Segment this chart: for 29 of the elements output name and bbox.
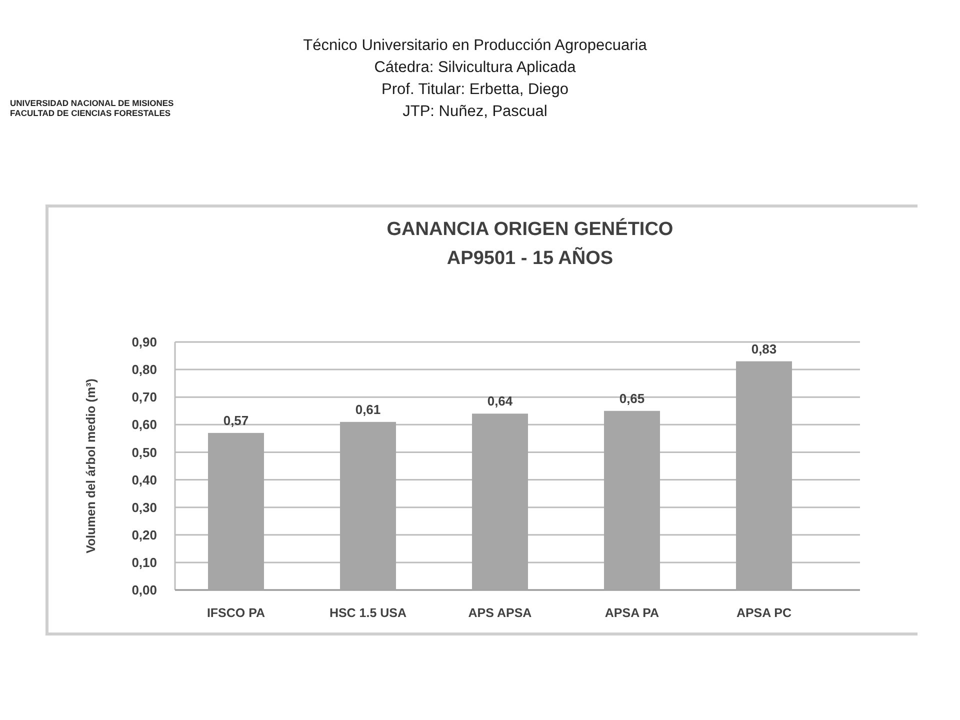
data-label: 0,64 <box>487 394 514 409</box>
text: Técnico Universitario en Producción Agropecuaria <box>303 37 648 54</box>
x-tick-label: HSC 1.5 USA <box>329 606 407 620</box>
text: FACULTAD DE CIENCIAS FORESTALES <box>10 108 171 118</box>
x-tick-label: APSA PC <box>736 606 792 620</box>
y-tick-label: 0,20 <box>132 527 157 542</box>
data-label: 0,83 <box>751 341 777 356</box>
y-tick-label: 0,40 <box>132 472 157 488</box>
y-tick-label: 0,10 <box>132 554 157 570</box>
y-tick-label: 0,70 <box>132 390 157 405</box>
x-tick-label: IFSCO PA <box>206 606 266 620</box>
y-tick-label: 0,50 <box>132 444 157 460</box>
y-tick-label: 0,30 <box>132 500 157 515</box>
data-label: 0,65 <box>619 390 645 406</box>
chart-title: GANANCIA ORIGEN GENÉTICO <box>386 218 674 240</box>
text: Cátedra: Silvicultura Aplicada <box>374 59 576 76</box>
chart-subtitle: AP9501 - 15 AÑOS <box>446 247 614 269</box>
data-label: 0,57 <box>223 412 249 428</box>
x-tick-label: APSA PA <box>604 606 660 620</box>
text: Prof. Titular: Erbetta, Diego <box>382 81 568 98</box>
y-tick-label: 0,60 <box>132 417 157 432</box>
text: UNIVERSIDAD NACIONAL DE MISIONES <box>10 98 174 108</box>
x-tick-label: APS APSA <box>468 606 532 620</box>
y-axis-title: Volumen del árbol medio (m³) <box>84 378 98 554</box>
data-label: 0,61 <box>355 402 381 417</box>
y-tick-label: 0,00 <box>132 582 157 598</box>
y-tick-label: 0,90 <box>132 334 157 350</box>
y-tick-label: 0,80 <box>132 362 157 378</box>
text: JTP: Nuñez, Pascual <box>402 103 548 120</box>
